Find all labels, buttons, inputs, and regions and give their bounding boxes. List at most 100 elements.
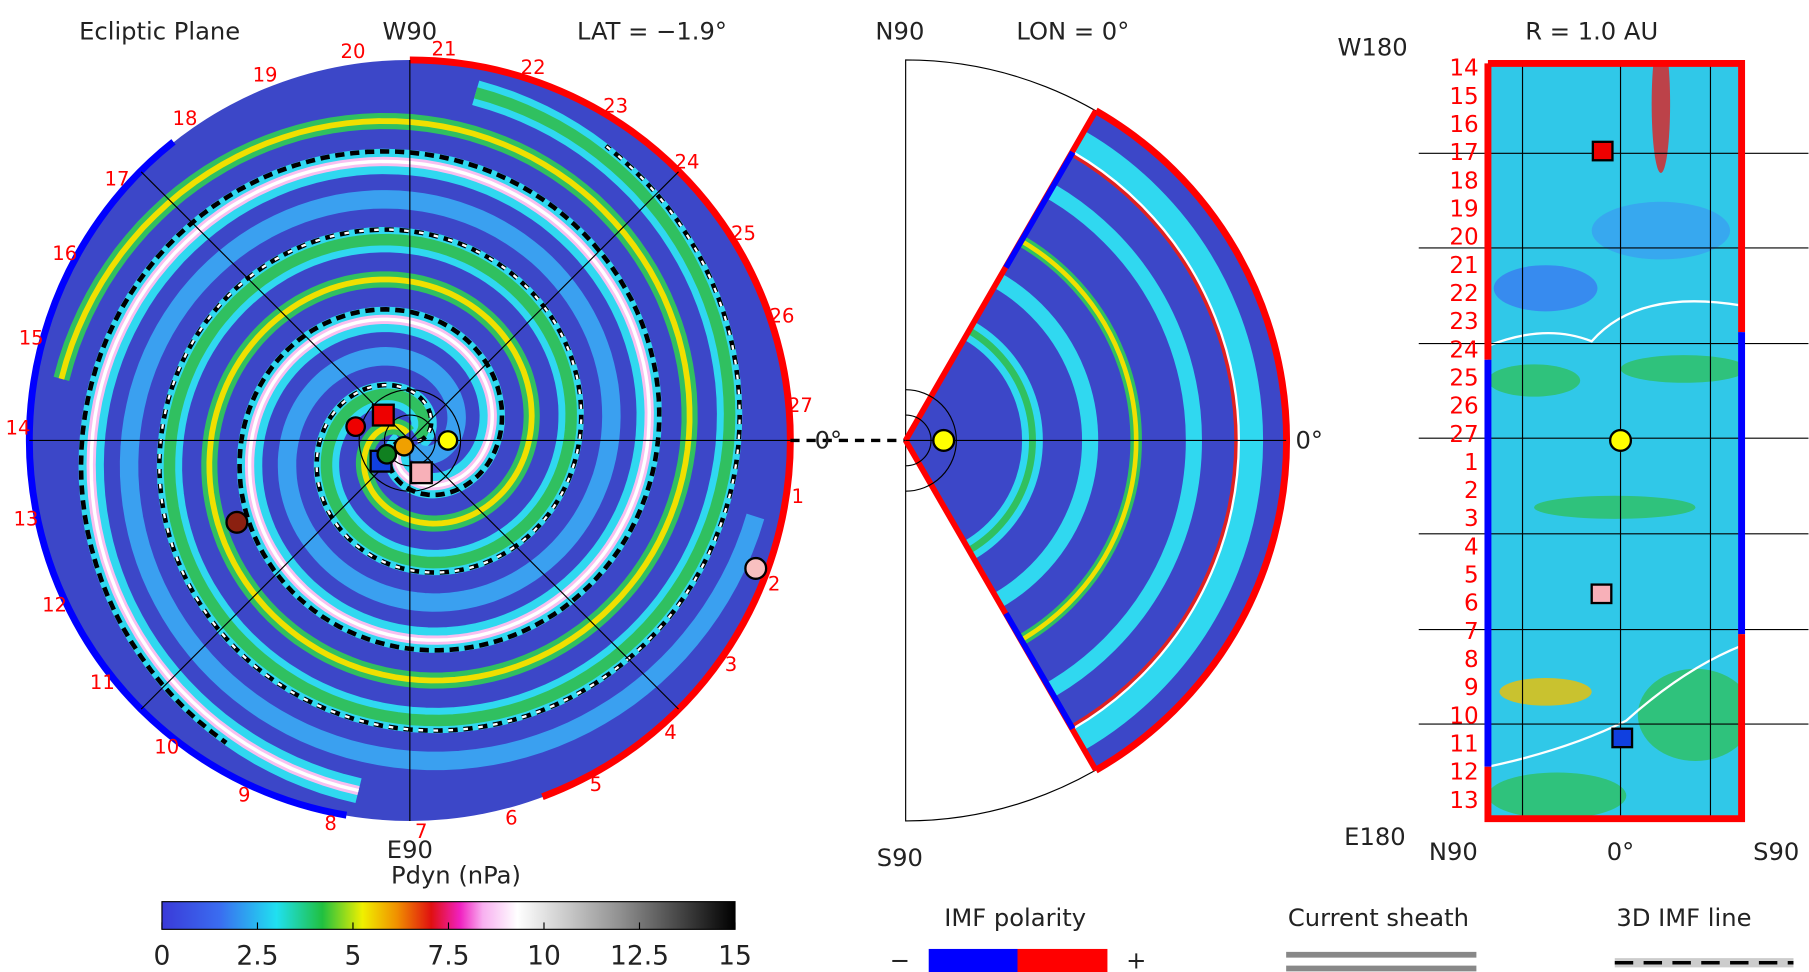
colorbar-tick-label: 2.5 <box>236 941 278 972</box>
positive-polarity-edge <box>409 56 794 800</box>
colorbar: Pdyn (nPa) 0 2.5 5 7.5 10 12.5 15 <box>154 861 752 971</box>
spiral-band <box>89 159 651 793</box>
spacecraft-marker <box>932 428 956 452</box>
ring-number: 23 <box>603 94 628 117</box>
y-label: 27 <box>1449 422 1478 448</box>
ring-number: 24 <box>675 151 700 174</box>
y-label: 6 <box>1464 591 1479 617</box>
radial-feature <box>1487 364 1581 397</box>
ring-number: 21 <box>432 37 457 60</box>
ring-number: 19 <box>253 64 278 87</box>
meridian-panel: N90 LON = 0° S90 0° <box>875 17 1323 872</box>
direction-label: W90 <box>382 17 437 45</box>
direction-label: E90 <box>387 836 433 864</box>
y-label: 18 <box>1449 168 1478 194</box>
y-label: 17 <box>1449 140 1478 166</box>
direction-label: 0° <box>815 427 843 455</box>
direction-label: E180 <box>1344 823 1406 851</box>
y-label: 26 <box>1449 394 1478 420</box>
legend-sign: + <box>1126 947 1146 972</box>
ring-number: 16 <box>52 242 77 265</box>
legend-title: IMF polarity <box>944 904 1086 932</box>
negative-polarity-edge <box>25 139 348 819</box>
x-label: 0° <box>1607 838 1635 866</box>
ring-number: 27 <box>788 394 813 417</box>
y-label: 2 <box>1464 478 1479 504</box>
ring-number: 25 <box>731 222 756 245</box>
spiral-band <box>78 149 662 745</box>
legend-title: 3D IMF line <box>1616 904 1751 932</box>
spacecraft-marker <box>225 510 249 534</box>
colorbar-tick-label: 7.5 <box>427 941 469 972</box>
positive-swatch <box>1017 948 1108 972</box>
y-label: 21 <box>1449 253 1478 279</box>
negative-polarity-edge <box>1484 332 1746 767</box>
ring-number: 18 <box>172 107 197 130</box>
ring-number: 17 <box>105 167 130 190</box>
y-label: 13 <box>1449 788 1478 814</box>
radial-feature <box>1487 772 1627 819</box>
longitude-label: LON = 0° <box>1016 17 1129 45</box>
legend-title: Current sheath <box>1288 904 1469 932</box>
colorbar-tick-label: 0 <box>154 941 171 972</box>
radial-feature <box>1620 355 1742 383</box>
ecliptic-panel: Ecliptic Plane W90 LAT = −1.9° E90 0° <box>25 17 906 864</box>
spacecraft-marker <box>744 556 768 580</box>
direction-label: S90 <box>877 844 923 872</box>
radial-feature <box>1651 63 1671 173</box>
spacecraft-marker <box>1608 428 1633 452</box>
y-label: 8 <box>1464 647 1479 673</box>
ring-number: 7 <box>415 820 427 843</box>
radial-feature <box>1493 265 1598 312</box>
spacecraft-marker <box>393 435 415 457</box>
spacecraft-marker <box>1591 140 1614 162</box>
colorbar-tick-label: 10 <box>527 941 561 972</box>
ring-number: 26 <box>769 305 794 328</box>
y-label: 11 <box>1449 732 1478 758</box>
ring-number: 8 <box>324 812 336 835</box>
radial-feature <box>1499 677 1592 706</box>
ring-number: 14 <box>6 417 31 440</box>
spiral-band <box>58 118 693 684</box>
inner-ring <box>358 389 462 492</box>
direction-label: 0° <box>1295 427 1323 455</box>
ring-number: 5 <box>590 773 602 796</box>
radius-label: R = 1.0 AU <box>1525 17 1658 45</box>
y-label: 16 <box>1449 112 1478 138</box>
legend-sign: − <box>890 947 910 972</box>
positive-polarity-edge <box>1484 634 1746 823</box>
direction-label: N90 <box>875 17 924 45</box>
spiral-band <box>119 190 765 771</box>
x-label: S90 <box>1753 838 1799 866</box>
spiral-band <box>158 144 741 732</box>
ring-number: 22 <box>521 56 546 79</box>
ring-number: 1 <box>792 485 804 508</box>
wedge-edge <box>1003 611 1076 731</box>
y-label: 10 <box>1449 703 1478 729</box>
negative-swatch <box>928 948 1018 972</box>
y-label: 12 <box>1449 760 1478 786</box>
latitude-label: LAT = −1.9° <box>577 17 727 45</box>
radial-panel: R = 1.0 AU W180 E180 N90 0° S90 <box>1338 17 1809 866</box>
spacecraft-marker <box>409 461 433 485</box>
colorbar-tick-label: 12.5 <box>610 941 669 972</box>
y-label: 5 <box>1464 563 1479 589</box>
ring-number: 6 <box>505 807 517 830</box>
y-label: 24 <box>1449 337 1478 363</box>
spacecraft-marker <box>1611 727 1634 749</box>
spacecraft-marker <box>437 430 459 451</box>
y-label: 9 <box>1464 675 1479 701</box>
positive-polarity-edge <box>1094 107 1291 774</box>
spiral-bands <box>53 80 765 803</box>
colorbar-tick-label: 5 <box>345 941 362 972</box>
current-sheath <box>1487 644 1742 768</box>
ring-number: 3 <box>725 653 737 676</box>
wedge-edge <box>1003 150 1076 269</box>
y-label: 15 <box>1449 84 1478 110</box>
ring-number: 11 <box>90 671 115 694</box>
ring-number: 9 <box>238 783 250 806</box>
radial-feature <box>1534 495 1696 519</box>
colorbar-title: Pdyn (nPa) <box>391 861 521 889</box>
ring-number: 2 <box>768 573 780 596</box>
